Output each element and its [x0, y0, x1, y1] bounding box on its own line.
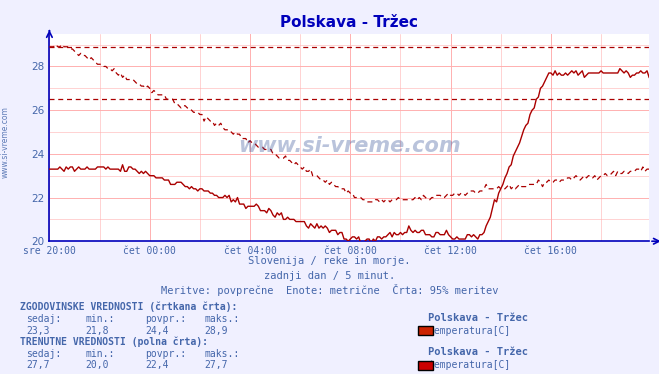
Text: maks.:: maks.:	[204, 315, 239, 324]
Text: temperatura[C]: temperatura[C]	[428, 326, 511, 335]
Text: min.:: min.:	[86, 349, 115, 359]
Text: povpr.:: povpr.:	[145, 315, 186, 324]
Text: Polskava - Tržec: Polskava - Tržec	[428, 347, 529, 357]
Text: www.si-vreme.com: www.si-vreme.com	[238, 136, 461, 156]
Text: sedaj:: sedaj:	[26, 349, 61, 359]
Text: 28,9: 28,9	[204, 326, 228, 335]
Text: Polskava - Tržec: Polskava - Tržec	[428, 313, 529, 322]
Text: 27,7: 27,7	[26, 360, 50, 370]
Text: 21,8: 21,8	[86, 326, 109, 335]
Text: zadnji dan / 5 minut.: zadnji dan / 5 minut.	[264, 271, 395, 280]
Text: sedaj:: sedaj:	[26, 315, 61, 324]
Text: 27,7: 27,7	[204, 360, 228, 370]
Text: maks.:: maks.:	[204, 349, 239, 359]
Text: Slovenija / reke in morje.: Slovenija / reke in morje.	[248, 256, 411, 266]
Text: povpr.:: povpr.:	[145, 349, 186, 359]
Text: ZGODOVINSKE VREDNOSTI (črtkana črta):: ZGODOVINSKE VREDNOSTI (črtkana črta):	[20, 302, 237, 312]
Text: TRENUTNE VREDNOSTI (polna črta):: TRENUTNE VREDNOSTI (polna črta):	[20, 336, 208, 347]
Text: temperatura[C]: temperatura[C]	[428, 360, 511, 370]
Title: Polskava - Tržec: Polskava - Tržec	[280, 15, 418, 30]
Text: 23,3: 23,3	[26, 326, 50, 335]
Text: Meritve: povprečne  Enote: metrične  Črta: 95% meritev: Meritve: povprečne Enote: metrične Črta:…	[161, 283, 498, 295]
Text: 24,4: 24,4	[145, 326, 169, 335]
Text: 20,0: 20,0	[86, 360, 109, 370]
Text: 22,4: 22,4	[145, 360, 169, 370]
Text: www.si-vreme.com: www.si-vreme.com	[1, 106, 10, 178]
Text: min.:: min.:	[86, 315, 115, 324]
